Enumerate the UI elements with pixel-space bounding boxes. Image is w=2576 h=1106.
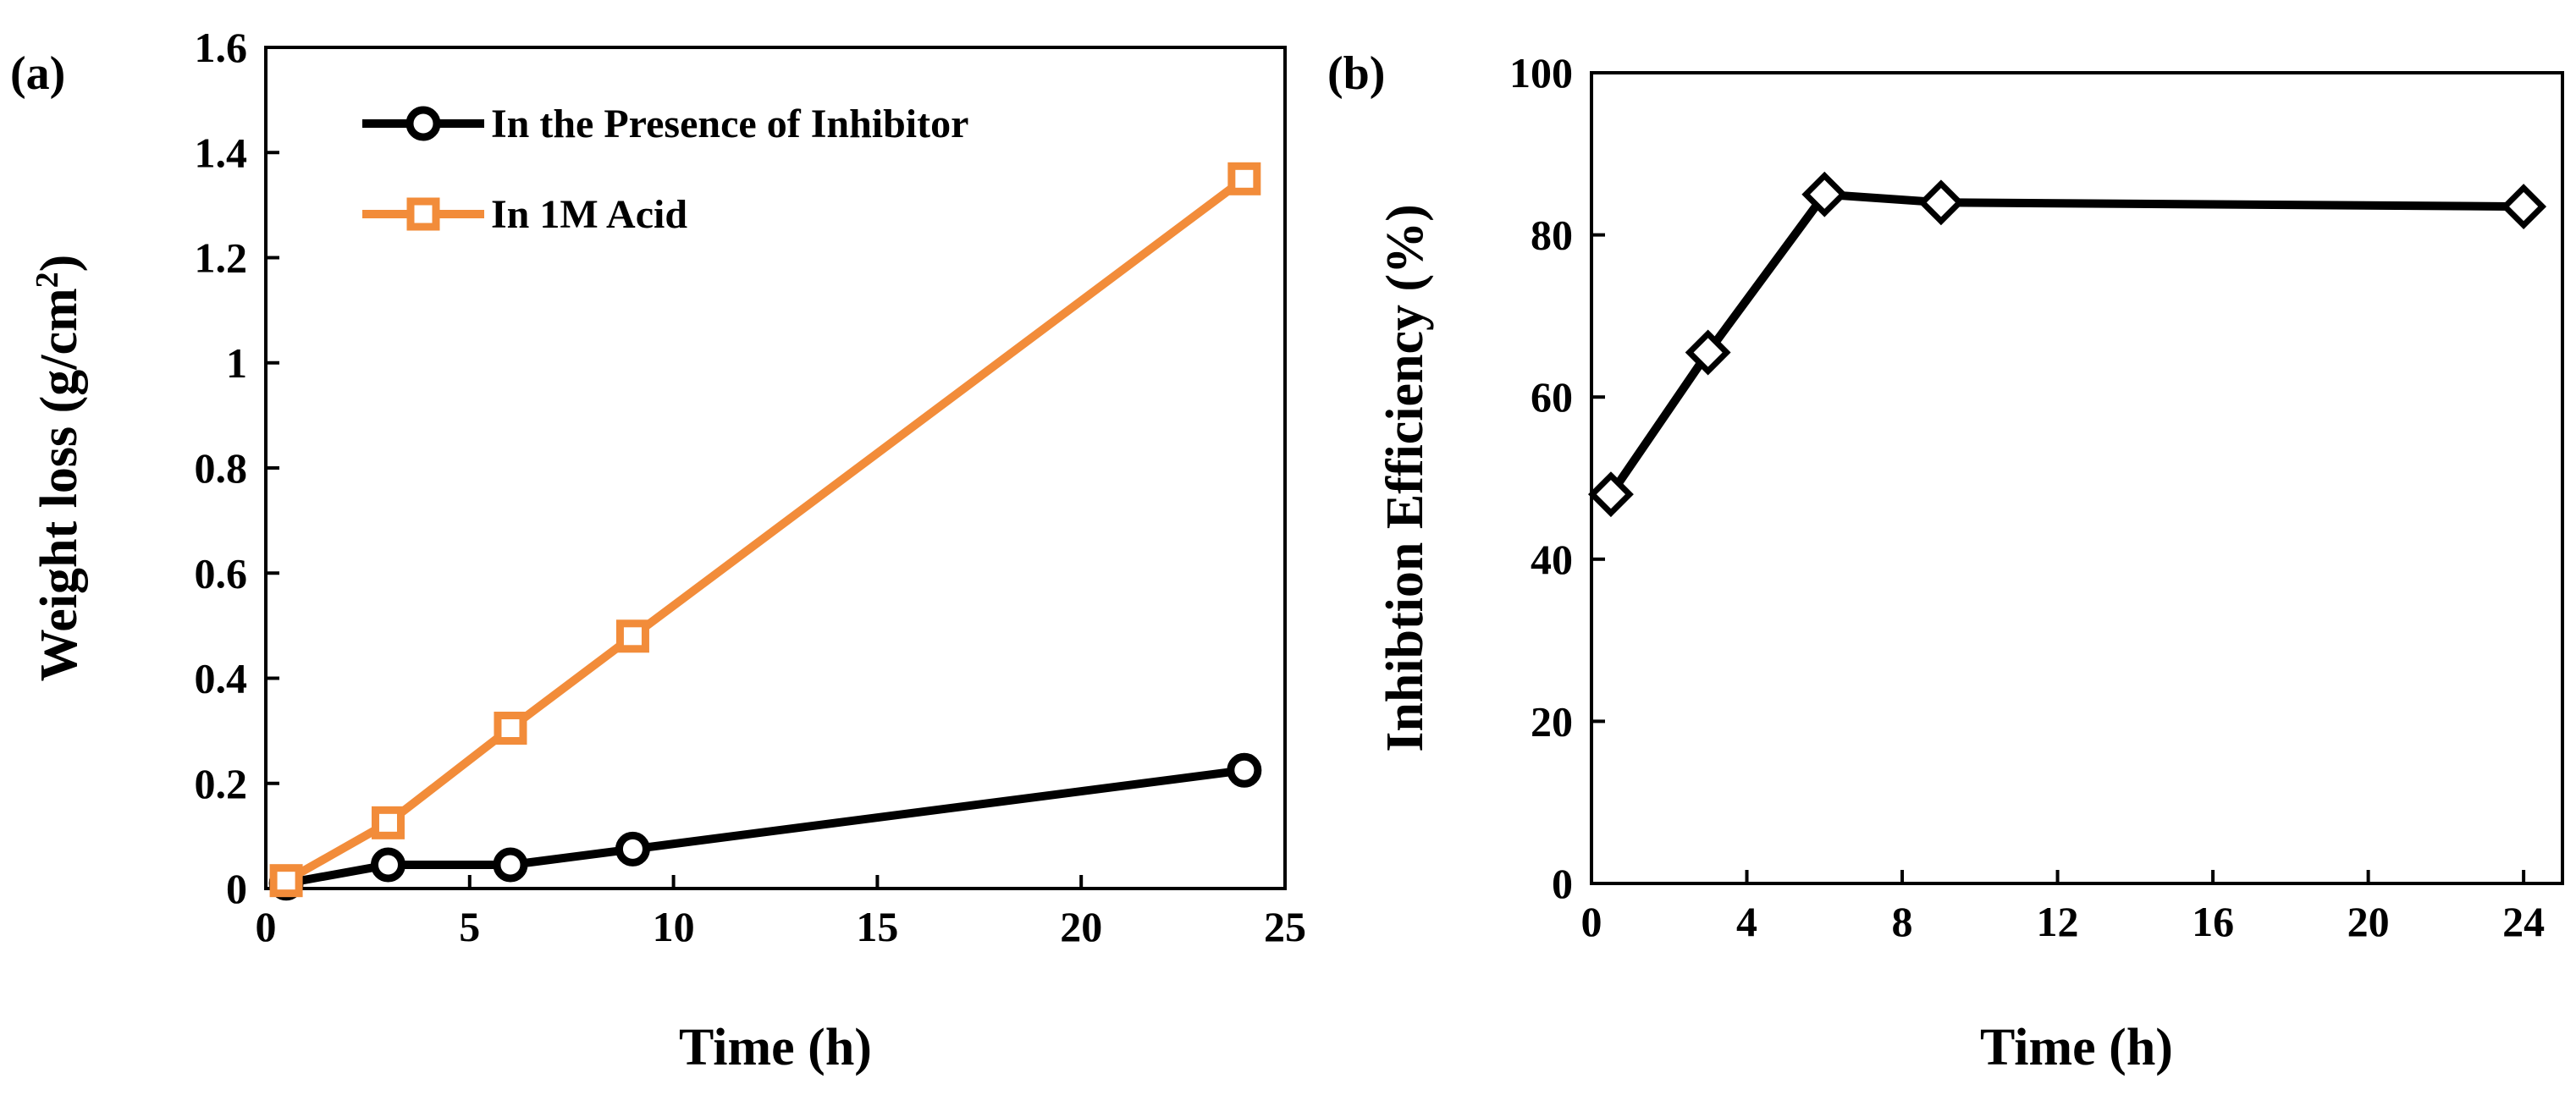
- data-point: [615, 831, 650, 867]
- panel-b-x-axis-title: Time (h): [1980, 1019, 2173, 1076]
- data-point: [371, 806, 405, 839]
- y-tick-label: 0.8: [195, 444, 248, 492]
- series-line-b-0: [1607, 190, 2524, 497]
- x-tick-label: 10: [653, 903, 695, 950]
- y-tick-label: 0.2: [195, 760, 248, 807]
- data-point: [1227, 752, 1262, 788]
- x-tick-label: 0: [256, 903, 277, 950]
- y-tick-label: 0.4: [195, 655, 248, 702]
- x-tick-label: 20: [2347, 898, 2390, 945]
- series-line-a-1: [284, 175, 1247, 885]
- panel-b-inhibition-efficiency-chart: (b) 0 4 8 12 16 20 24 0 20 40 60 80 100 Time (h) Inh…: [1327, 47, 2564, 1076]
- x-tick-label: 8: [1892, 898, 1913, 945]
- data-point: [269, 864, 303, 898]
- data-point: [493, 847, 528, 883]
- y-tick-label: 1.6: [195, 24, 248, 71]
- legend-label-acid: In 1M Acid: [491, 192, 687, 237]
- y-tick-label: 1.4: [195, 129, 248, 176]
- panel-b-label: (b): [1327, 47, 1385, 100]
- panel-b-plot-frame: [1590, 71, 2564, 885]
- data-point: [1587, 471, 1634, 518]
- x-tick-label: 25: [1264, 903, 1306, 950]
- data-point: [1801, 171, 1848, 217]
- x-tick-label: 12: [2037, 898, 2079, 945]
- legend-label-inhibitor: In the Presence of Inhibitor: [491, 102, 968, 146]
- y-tick-label: 20: [1531, 697, 1573, 745]
- data-point: [2501, 184, 2547, 230]
- panel-a-legend: In the Presence of Inhibitor In 1M Acid: [362, 102, 968, 237]
- data-point: [370, 847, 405, 883]
- panel-b-y-axis-title: Inhibtion Efficiency (%): [1376, 204, 1434, 752]
- y-tick-label: 1.2: [195, 234, 248, 282]
- legend-marker-inhibitor: [405, 106, 441, 141]
- panel-a-y-axis-title: Weight loss (g/cm2): [30, 255, 88, 682]
- y-tick-label: 0: [226, 865, 247, 912]
- y-tick-label: 0: [1552, 860, 1573, 907]
- y-tick-label: 60: [1531, 373, 1573, 421]
- x-tick-label: 24: [2502, 898, 2545, 945]
- panel-a-y-axis-title-main: Weight loss (g/cm: [30, 288, 88, 681]
- y-tick-label: 1: [226, 339, 247, 387]
- panel-a-weight-loss-chart: (a) 0 5 10 15 20 25 0 0.2 0.4 0.6 0.8 1 1.2 1.4 1.6 In…: [10, 24, 1306, 1076]
- data-point: [1227, 162, 1261, 195]
- x-tick-label: 15: [856, 903, 898, 950]
- x-tick-label: 20: [1060, 903, 1102, 950]
- x-tick-label: 5: [459, 903, 480, 950]
- data-point: [494, 712, 527, 746]
- x-tick-label: 4: [1736, 898, 1757, 945]
- y-tick-label: 80: [1531, 212, 1573, 259]
- panel-a-x-axis-title: Time (h): [679, 1019, 872, 1076]
- data-point: [615, 619, 649, 653]
- y-tick-label: 40: [1531, 536, 1573, 583]
- panel-a-label: (a): [10, 47, 65, 100]
- panel-a-plot-frame: [264, 46, 1287, 890]
- data-point: [1685, 329, 1731, 376]
- legend-marker-acid: [406, 197, 440, 231]
- y-tick-label: 100: [1509, 49, 1573, 96]
- data-point: [1917, 179, 1964, 226]
- x-tick-label: 16: [2192, 898, 2234, 945]
- x-tick-label: 0: [1581, 898, 1602, 945]
- panel-a-y-axis-title-sup: 2: [30, 272, 65, 288]
- panel-a-y-axis-title-tail: ): [30, 255, 88, 272]
- y-tick-label: 0.6: [195, 549, 248, 597]
